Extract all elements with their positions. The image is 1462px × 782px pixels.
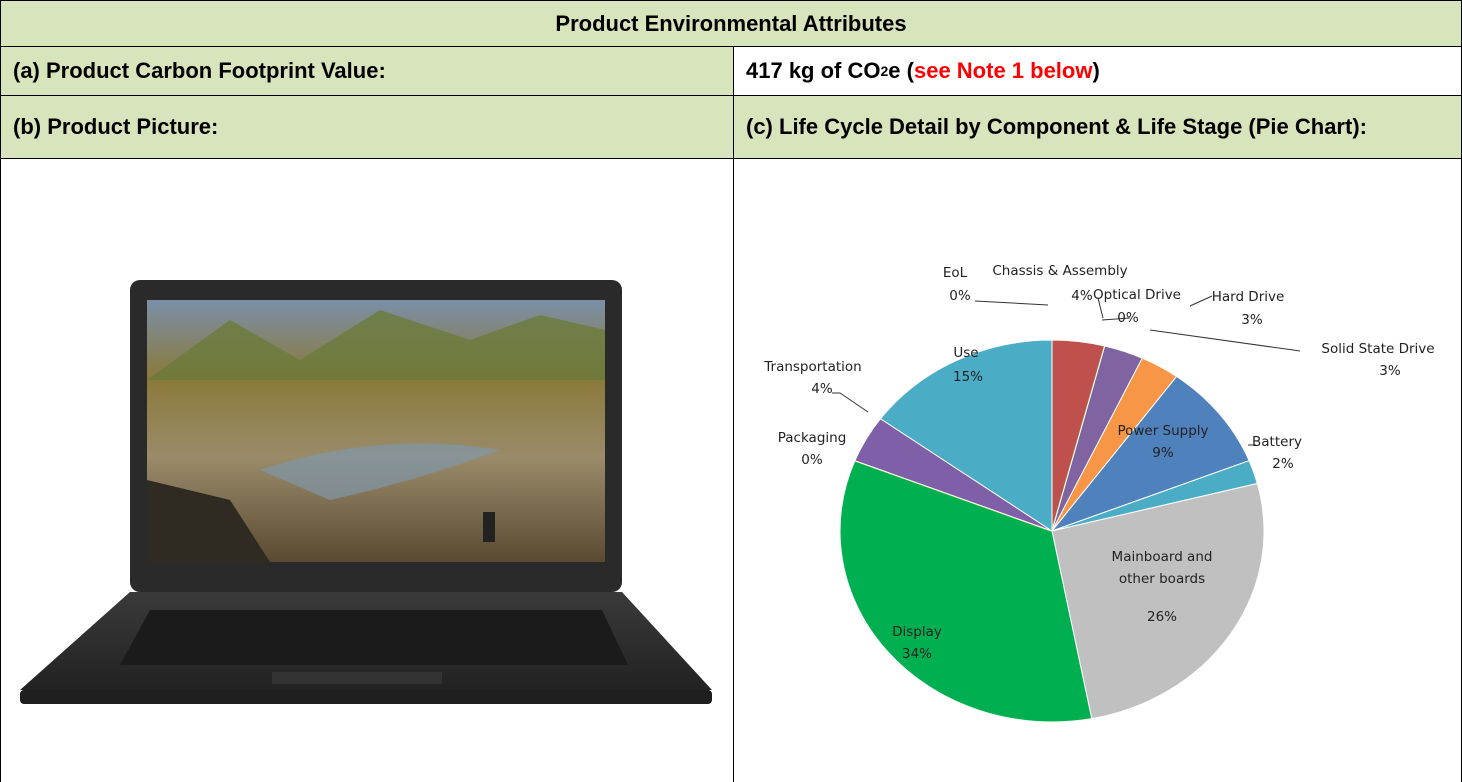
pie-chart xyxy=(0,0,1462,782)
slice-label: Packaging xyxy=(778,430,847,446)
slice-value: 2% xyxy=(1272,456,1293,472)
slice-value: 4% xyxy=(811,381,832,397)
slice-value: 0% xyxy=(1117,310,1138,326)
slice-value: 3% xyxy=(1241,312,1262,328)
slice-label: Transportation xyxy=(764,359,861,375)
slice-label: Display xyxy=(892,624,942,640)
slice-label: Use xyxy=(953,345,978,361)
leader-line xyxy=(1150,330,1300,351)
slice-value: 0% xyxy=(949,288,970,304)
slice-value: 9% xyxy=(1152,445,1173,461)
slice-value: 4% xyxy=(1071,288,1092,304)
slice-label: Battery xyxy=(1252,434,1302,450)
slice-label: EoL xyxy=(943,265,967,281)
slice-label: Hard Drive xyxy=(1212,289,1285,305)
slice-value: 15% xyxy=(953,369,983,385)
slice-label: Mainboard and other boards xyxy=(1097,546,1227,590)
slice-value: 34% xyxy=(902,646,932,662)
leader-line xyxy=(975,301,1048,305)
slice-label: Solid State Drive xyxy=(1321,341,1434,357)
slice-label: Power Supply xyxy=(1117,423,1208,439)
page: Product Environmental Attributes (a) Pro… xyxy=(0,0,1462,782)
leader-line xyxy=(1190,296,1212,306)
leader-line xyxy=(832,393,868,412)
slice-value: 3% xyxy=(1379,363,1400,379)
slice-value: 0% xyxy=(801,452,822,468)
slice-label: Optical Drive xyxy=(1093,287,1181,303)
slice-value: 26% xyxy=(1147,609,1177,625)
slice-label: Chassis & Assembly xyxy=(992,263,1127,279)
